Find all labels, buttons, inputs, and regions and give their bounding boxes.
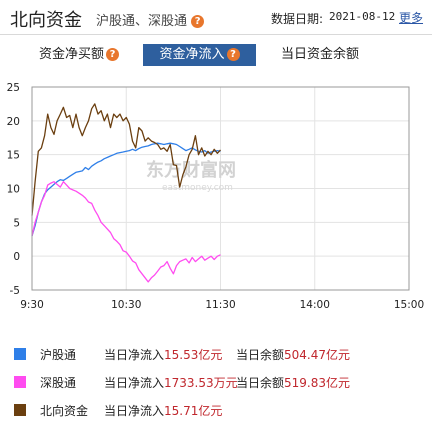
y-tick-label: 10	[7, 184, 20, 196]
page-subtitle: 沪股通、深股通 ?	[96, 10, 205, 29]
tab-daily-balance-label: 当日资金余额	[280, 47, 359, 62]
legend-row-north: 北向资金 当日净流入15.71亿元	[0, 398, 432, 422]
header: 北向资金 沪股通、深股通 ? 数据日期: 2021-08-12 更多	[0, 0, 432, 35]
chart-series	[31, 103, 221, 283]
legend-inflow: 当日净流入15.71亿元	[104, 402, 222, 419]
watermark-sub: eastmoney.com	[162, 183, 233, 193]
legend-swatch	[14, 348, 26, 360]
x-tick-label: 11:30	[205, 299, 235, 311]
legend-balance: 当日余额504.47亿元	[236, 346, 350, 363]
watermark-text: 东方财富网	[146, 159, 236, 181]
inflow-value: 15.71亿元	[164, 404, 223, 418]
x-tick-label: 10:30	[111, 299, 141, 311]
legend-balance: 当日余额519.83亿元	[236, 374, 350, 391]
y-tick-label: 20	[7, 116, 20, 128]
tab-net-buy[interactable]: 资金净买额?	[36, 44, 122, 66]
x-axis: 9:30 10:30 11:30 14:00 15:00	[20, 299, 424, 311]
series-line-1	[31, 181, 221, 283]
inflow-label: 当日净流入	[104, 404, 165, 418]
tab-bar: 资金净买额? 资金净流入? 当日资金余额	[0, 44, 432, 68]
legend-swatch	[14, 376, 26, 388]
help-icon[interactable]: ?	[226, 48, 240, 61]
tab-daily-balance[interactable]: 当日资金余额	[272, 44, 368, 66]
legend-name: 沪股通	[40, 348, 77, 362]
help-icon[interactable]: ?	[191, 15, 205, 28]
inflow-value: 1733.53万元	[164, 376, 238, 390]
plot-frame	[31, 86, 410, 291]
legend-inflow: 当日净流入1733.53万元	[104, 374, 238, 391]
legend-row-sz: 深股通 当日净流入1733.53万元 当日余额519.83亿元	[0, 370, 432, 394]
tab-net-inflow-label: 资金净流入	[159, 47, 225, 62]
subtitle-text: 沪股通、深股通	[96, 14, 188, 29]
tab-net-inflow[interactable]: 资金净流入?	[143, 44, 256, 66]
y-tick-label: 25	[7, 82, 20, 94]
help-icon[interactable]: ?	[106, 48, 119, 61]
date-label: 数据日期:	[271, 12, 324, 26]
y-axis: 25 20 15 10 5 0 -5	[7, 82, 20, 297]
balance-value: 504.47亿元	[284, 348, 351, 362]
legend-row-sh: 沪股通 当日净流入15.53亿元 当日余额504.47亿元	[0, 342, 432, 366]
inflow-value: 15.53亿元	[164, 348, 223, 362]
more-link[interactable]: 更多	[399, 11, 424, 25]
y-tick-label: 15	[7, 150, 20, 162]
x-tick-label: 9:30	[20, 299, 44, 311]
x-tick-label: 14:00	[300, 299, 330, 311]
inflow-label: 当日净流入	[104, 348, 165, 362]
y-tick-label: 5	[13, 217, 20, 229]
page-title: 北向资金	[10, 10, 82, 31]
watermark: 东方财富网 eastmoney.com	[146, 159, 236, 193]
date-value: 2021-08-12	[329, 10, 396, 23]
y-tick-label: 0	[13, 251, 20, 263]
balance-label: 当日余额	[236, 348, 285, 362]
legend-name: 深股通	[40, 376, 77, 390]
y-tick-label: -5	[10, 285, 20, 297]
x-tick-label: 15:00	[394, 299, 424, 311]
legend-inflow: 当日净流入15.53亿元	[104, 346, 222, 363]
balance-label: 当日余额	[236, 376, 285, 390]
north-flow-chart: 东方财富网 eastmoney.com 25 20 15 10 5 0 -5 9:30 10:…	[7, 82, 425, 311]
legend-swatch	[14, 404, 26, 416]
series-line-0	[31, 142, 221, 237]
tab-net-buy-label: 资金净买额	[38, 47, 104, 62]
series-line-2	[31, 103, 221, 216]
legend-name: 北向资金	[40, 404, 89, 418]
balance-value: 519.83亿元	[284, 376, 351, 390]
inflow-label: 当日净流入	[104, 376, 165, 390]
